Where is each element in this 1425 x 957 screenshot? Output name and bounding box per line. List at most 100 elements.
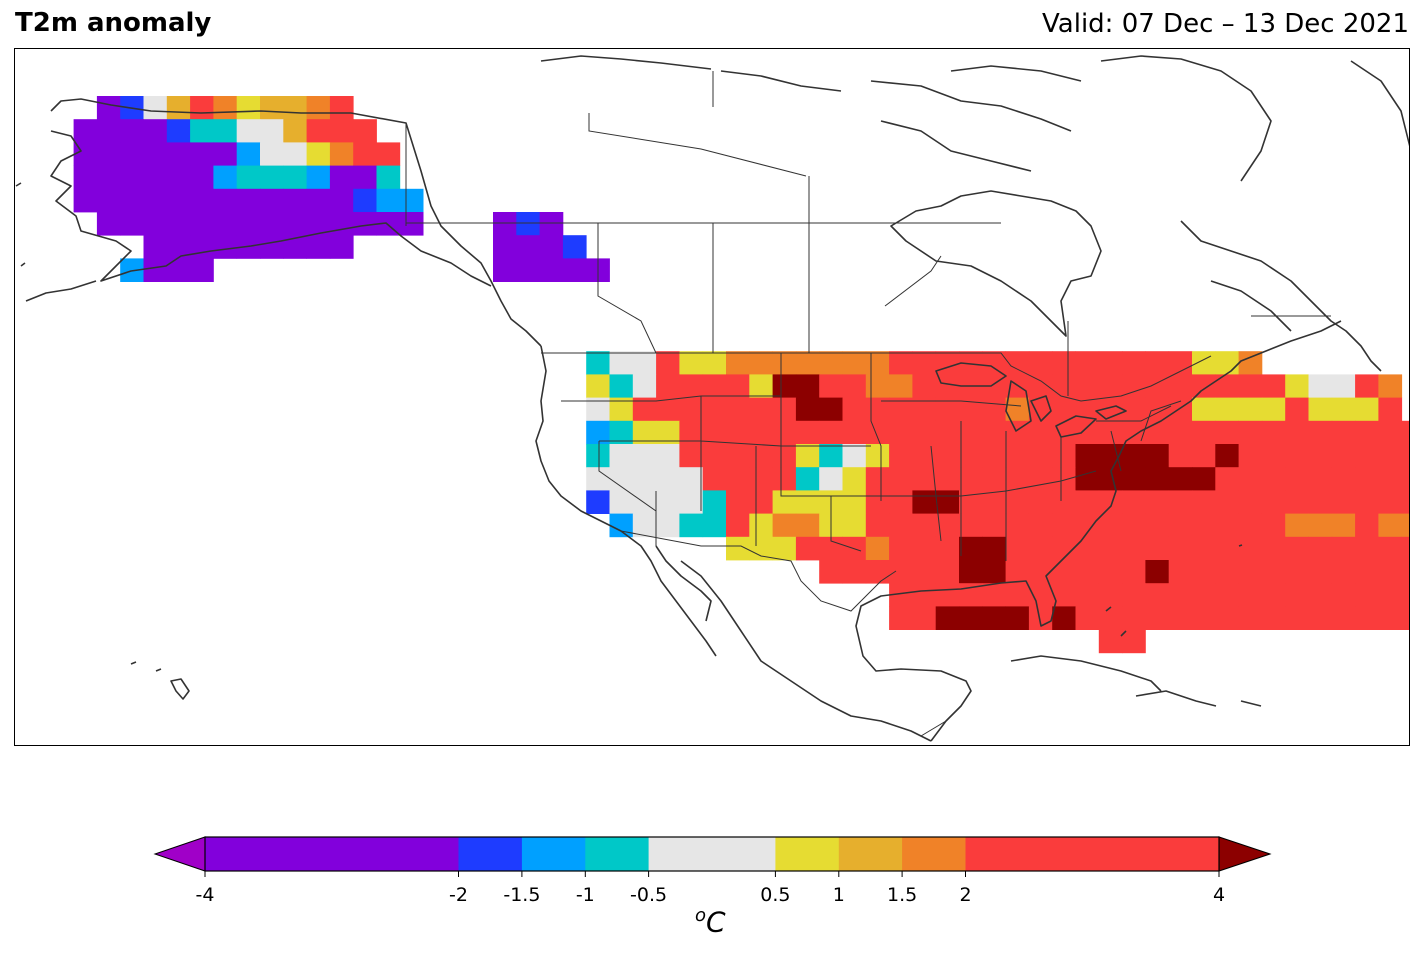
- anomaly-cell: [213, 119, 238, 143]
- anomaly-cell: [1168, 374, 1193, 398]
- coastlines: [15, 55, 1409, 742]
- anomaly-cell: [1355, 583, 1379, 607]
- anomaly-cell: [166, 258, 191, 282]
- anomaly-cell: [236, 188, 261, 213]
- anomaly-cell: [842, 444, 867, 468]
- anomaly-cell: [865, 351, 890, 375]
- anomaly-cell: [1261, 490, 1286, 514]
- anomaly-cell: [306, 165, 331, 190]
- anomaly-cell: [912, 560, 937, 584]
- colorbar-tick-label: 0.5: [760, 884, 790, 906]
- anomaly-cell: [1192, 467, 1216, 491]
- anomaly-cell: [1215, 444, 1239, 468]
- anomaly-cell: [935, 513, 960, 538]
- great-lakes: [935, 362, 1127, 438]
- anomaly-cell: [772, 536, 797, 561]
- coastline-aleutians: [15, 182, 97, 302]
- anomaly-cell: [1238, 374, 1263, 398]
- anomaly-cell: [1028, 513, 1053, 538]
- anomaly-cell: [329, 188, 354, 213]
- colorbar-tick-label: 1.5: [887, 884, 917, 906]
- anomaly-cell: [609, 490, 634, 514]
- anomaly-cell: [772, 351, 797, 375]
- anomaly-cell: [632, 513, 657, 538]
- anomaly-cell: [1238, 606, 1263, 630]
- anomaly-cell: [1215, 513, 1239, 538]
- anomaly-cell: [679, 374, 704, 398]
- anomaly-cell: [632, 374, 657, 398]
- anomaly-cell: [982, 444, 1006, 468]
- border-canada-us: [406, 222, 1212, 402]
- colorbar-segments: [205, 837, 1220, 871]
- colorbar-segment: [205, 837, 459, 871]
- anomaly-cell: [1355, 374, 1379, 398]
- anomaly-cell: [96, 188, 121, 213]
- anomaly-cell: [935, 420, 960, 445]
- anomaly-cell: [283, 235, 307, 259]
- anomaly-cell: [1355, 467, 1379, 491]
- anomaly-cell: [1145, 583, 1170, 607]
- anomaly-cell: [1028, 560, 1053, 584]
- anomaly-cell: [1331, 467, 1356, 491]
- anomaly-cell: [1285, 490, 1309, 514]
- anomaly-cell: [959, 444, 983, 468]
- anomaly-cell: [190, 165, 214, 190]
- anomaly-cell: [260, 142, 284, 166]
- colorbar-under-extension: [153, 836, 206, 872]
- anomaly-cell: [959, 490, 983, 514]
- anomaly-cell: [1215, 351, 1239, 375]
- anomaly-cell: [1052, 513, 1076, 538]
- anomaly-cell: [982, 351, 1006, 375]
- anomaly-cell: [912, 351, 937, 375]
- anomaly-cell: [1285, 444, 1309, 468]
- anomaly-cell: [935, 467, 960, 491]
- anomaly-cell: [632, 467, 657, 491]
- anomaly-cell: [935, 606, 960, 630]
- anomaly-cell: [1261, 513, 1286, 538]
- anomaly-cell: [1331, 536, 1356, 561]
- colorbar-tick-label: 1: [833, 884, 845, 906]
- anomaly-cell: [539, 212, 564, 236]
- anomaly-cell: [96, 142, 121, 166]
- anomaly-cell: [586, 397, 610, 422]
- anomaly-cell: [935, 560, 960, 584]
- anomaly-cell: [1122, 420, 1146, 445]
- anomaly-cell: [539, 235, 564, 259]
- anomaly-cell: [143, 165, 168, 190]
- anomaly-cell: [1192, 583, 1216, 607]
- anomaly-cell: [516, 235, 540, 259]
- anomaly-cell: [1028, 536, 1053, 561]
- anomaly-cell: [749, 374, 773, 398]
- anomaly-cell: [912, 536, 937, 561]
- anomaly-cell: [772, 420, 797, 445]
- anomaly-cell: [795, 490, 820, 514]
- anomaly-cell: [283, 165, 307, 190]
- anomaly-cell: [1401, 444, 1409, 468]
- colorbar-tick-label: -4: [196, 884, 215, 906]
- anomaly-cell: [1215, 420, 1239, 445]
- anomaly-cell: [1122, 397, 1146, 422]
- anomaly-cell: [1168, 560, 1193, 584]
- anomaly-cell: [749, 397, 773, 422]
- anomaly-cell: [166, 188, 191, 213]
- anomaly-cell: [1355, 606, 1379, 630]
- anomaly-cell: [1401, 420, 1409, 445]
- colorbar-over-extension: [1218, 836, 1272, 872]
- anomaly-cell: [353, 212, 377, 236]
- anomaly-cell: [236, 165, 261, 190]
- anomaly-cell: [1145, 467, 1170, 491]
- anomaly-cell: [1052, 351, 1076, 375]
- anomaly-cell: [1215, 490, 1239, 514]
- anomaly-cell: [143, 96, 168, 120]
- anomaly-cell: [1285, 536, 1309, 561]
- anomaly-cell: [679, 467, 704, 491]
- anomaly-cell: [609, 397, 634, 422]
- anomaly-cell: [795, 444, 820, 468]
- anomaly-cell: [516, 258, 540, 282]
- anomaly-cell: [1261, 536, 1286, 561]
- anomaly-cell: [586, 420, 610, 445]
- anomaly-cell: [143, 188, 168, 213]
- anomaly-cell: [329, 235, 354, 259]
- anomaly-cell: [1308, 560, 1333, 584]
- colorbar-ticks: -4 -2 -1.5 -1 -0.5 0.5 1 1.5 2 4: [196, 871, 1225, 906]
